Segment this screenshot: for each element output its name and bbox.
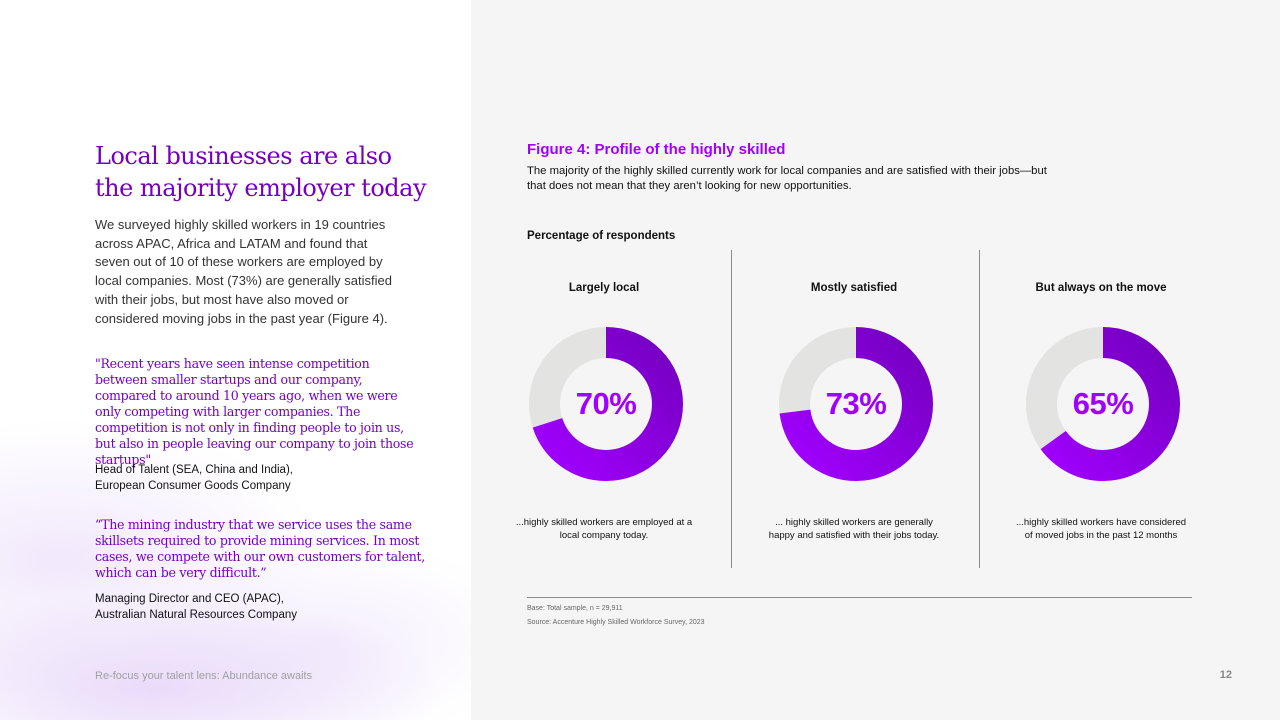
donut-chart: 73%: [776, 324, 936, 484]
donut-value-label: 73%: [825, 386, 887, 421]
figure-subtitle: The majority of the highly skilled curre…: [527, 165, 1047, 192]
quote-1-attribution-company: European Consumer Goods Company: [95, 479, 291, 492]
donut-panel-title: Largely local: [568, 282, 640, 294]
chart-measure-label: Percentage of respondents: [527, 230, 676, 242]
page-number: 12: [1219, 669, 1232, 681]
quote-2-attribution: Managing Director and CEO (APAC), Austra…: [95, 592, 425, 623]
donut-panel-caption: ...highly skilled workers are employed a…: [515, 517, 693, 541]
donut-panel-title: Mostly satisfied: [810, 282, 898, 294]
donut-value-arc: [1026, 327, 1180, 481]
donut-panel-caption: ...highly skilled workers have considere…: [1015, 517, 1187, 541]
intro-paragraph: We surveyed highly skilled workers in 19…: [95, 217, 392, 326]
panel-divider-2: [979, 250, 980, 568]
donut-chart-svg: [779, 327, 933, 481]
quote-2-attribution-role: Managing Director and CEO (APAC),: [95, 593, 284, 605]
page-headline: Local businesses are also the majority e…: [95, 142, 427, 202]
donut-value-label: 70%: [575, 386, 637, 421]
quote-2-text: “The mining industry that we service use…: [95, 517, 426, 580]
donut-chart-svg: [1026, 327, 1180, 481]
chart-base-note: Base: Total sample, n = 29,911: [527, 605, 623, 612]
quote-1-attribution: Head of Talent (SEA, China and India), E…: [95, 463, 425, 494]
chart-source-note: Source: Accenture Highly Skilled Workfor…: [527, 619, 705, 626]
quote-1-attribution-role: Head of Talent (SEA, China and India),: [95, 464, 293, 476]
chart-bottom-rule: [527, 597, 1192, 598]
quote-1-text: "Recent years have seen intense competit…: [95, 356, 414, 467]
donut-value-label: 65%: [1072, 386, 1134, 421]
donut-panel-caption: ... highly skilled workers are generally…: [768, 517, 940, 541]
donut-chart: 65%: [1023, 324, 1183, 484]
left-panel: [0, 0, 471, 720]
donut-chart: 70%: [526, 324, 686, 484]
figure-title: Figure 4: Profile of the highly skilled: [527, 141, 786, 158]
quote-2-attribution-company: Australian Natural Resources Company: [95, 608, 297, 621]
donut-chart-svg: [529, 327, 683, 481]
donut-value-arc: [779, 327, 933, 481]
footer-report-title: Re-focus your talent lens: Abundance awa…: [95, 670, 313, 682]
panel-divider-1: [731, 250, 732, 568]
donut-value-arc: [529, 327, 683, 481]
donut-panel-title: But always on the move: [1035, 282, 1167, 294]
